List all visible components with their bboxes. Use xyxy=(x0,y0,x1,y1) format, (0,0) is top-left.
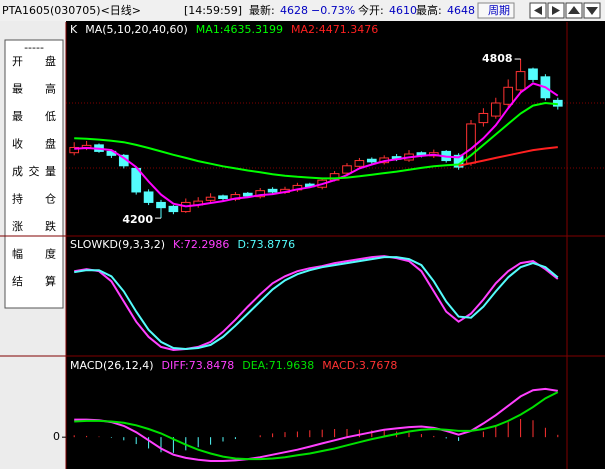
side-label: 成交量 xyxy=(12,164,56,178)
indicator-line xyxy=(74,387,558,462)
candle-body xyxy=(478,112,489,124)
legend-entry: MACD:3.7678 xyxy=(322,359,397,372)
symbol: PTA1605(030705)<日线> xyxy=(2,3,141,17)
period[interactable]: 周期 xyxy=(488,4,510,17)
candle-body xyxy=(255,190,266,198)
panel-title: MACD(26,12,4) xyxy=(70,359,154,372)
top-bar xyxy=(0,0,605,21)
arrow-icons xyxy=(534,6,598,15)
latest-label: 最新: xyxy=(249,3,275,17)
indicator-line xyxy=(74,255,559,352)
candle-body xyxy=(490,102,501,117)
latest: 4628 xyxy=(280,4,308,17)
indicator-line xyxy=(74,82,559,208)
panel-title: K xyxy=(70,23,78,36)
candle-body xyxy=(242,192,253,197)
panel-title: SLOWKD(9,3,3,2) xyxy=(70,238,165,251)
legend-entry: MA2:4471.3476 xyxy=(291,23,378,36)
side-panel xyxy=(4,39,64,309)
divider: ----- xyxy=(24,41,44,54)
price-annotation: 4808 xyxy=(482,52,513,65)
period-button[interactable] xyxy=(477,2,515,19)
candle-body xyxy=(515,71,526,91)
candle-body xyxy=(342,165,352,174)
legend-entry: DIFF:73.8478 xyxy=(162,359,235,372)
indicator-line xyxy=(458,146,558,167)
y-tick-label: 0 xyxy=(53,430,60,443)
candle-body xyxy=(528,68,538,80)
candle-body xyxy=(69,146,80,154)
high-label: 最高: xyxy=(416,3,442,17)
legend-entry: MA1:4635.3199 xyxy=(196,23,283,36)
indicator-line xyxy=(74,391,559,461)
candle-body xyxy=(366,158,377,163)
candle-body xyxy=(218,195,228,200)
candle-body xyxy=(503,86,514,105)
change: −0.73% xyxy=(311,4,355,17)
time: [14:59:59] xyxy=(184,4,242,17)
open: 4610 xyxy=(389,4,417,17)
panel-subtitle: MA(5,10,20,40,60) xyxy=(85,23,188,36)
legend-entry: D:73.8776 xyxy=(237,238,295,251)
candle-body xyxy=(143,191,154,203)
price-annotation: 4200 xyxy=(122,213,153,226)
legend-entry: K:72.2986 xyxy=(173,238,229,251)
candle-body xyxy=(354,160,365,167)
candle-body xyxy=(156,201,166,209)
candle-body xyxy=(267,188,278,193)
indicator-line xyxy=(74,101,558,180)
open-label: 今开: xyxy=(358,3,384,17)
indicator-line xyxy=(74,256,559,351)
candle-body xyxy=(205,196,216,201)
legend-entry: DEA:71.9638 xyxy=(242,359,314,372)
candle-body xyxy=(168,205,179,213)
high: 4648 xyxy=(447,4,475,17)
